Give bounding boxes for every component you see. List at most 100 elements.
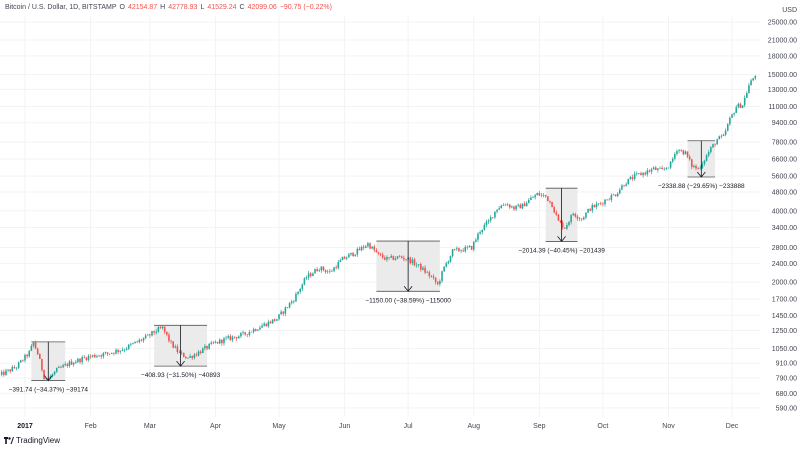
candle-body (96, 356, 98, 358)
candle-body (635, 173, 638, 174)
candle-body (32, 342, 35, 346)
candle-body (83, 357, 86, 358)
candle-body (540, 194, 543, 196)
candle-body (155, 331, 158, 333)
tradingview-name: TradingView (16, 436, 61, 445)
candle-body (244, 332, 246, 335)
low-value: 41529.24 (207, 4, 237, 11)
candle-body (210, 342, 213, 344)
candle-body (515, 205, 517, 210)
candle-body (381, 254, 384, 258)
candle-body (197, 351, 200, 356)
candle-body (212, 342, 215, 344)
time-axis[interactable]: 2017 Feb Mar Apr May Jun Jul Aug Sep Oct Nov Dec (17, 423, 739, 430)
candle-body (369, 243, 371, 249)
candle-body (614, 194, 617, 197)
candle-body (443, 266, 445, 272)
time-tick-label: Apr (210, 423, 222, 430)
candle-body (3, 371, 5, 375)
time-tick-label: Jun (339, 423, 350, 430)
candle-body (142, 338, 145, 341)
price-tick-label: 1450.00 (772, 313, 797, 320)
candle-body (320, 266, 323, 271)
candle-body (722, 134, 725, 136)
candle-body (661, 167, 663, 170)
candle-body (318, 270, 321, 272)
price-axis[interactable]: 590.00 680.00 790.00 910.00 1050.00 1250.00 14… (768, 7, 797, 412)
candle-body (439, 280, 441, 285)
candle-body (561, 222, 564, 228)
symbol-title[interactable]: Bitcoin / U.S. Dollar, 1D, BITSTAMP (5, 4, 117, 11)
candle-body (432, 276, 435, 278)
candle-body (536, 192, 539, 196)
candle-body (720, 135, 723, 137)
candle-body (724, 130, 727, 135)
candle-body (498, 208, 500, 210)
candle-body (585, 212, 587, 218)
candle-body (466, 246, 469, 248)
candle-body (631, 177, 634, 179)
candle-body (70, 361, 73, 365)
price-tick-label: 15000.00 (768, 72, 797, 79)
candle-body (690, 159, 693, 167)
candle-body (140, 339, 143, 341)
candle-body (343, 256, 346, 259)
candle-body (424, 267, 426, 273)
candle-body (413, 259, 416, 266)
candle-body (312, 273, 314, 276)
candle-body (752, 78, 754, 81)
candle-body (563, 227, 566, 229)
candle-body (726, 124, 729, 131)
candle-body (555, 212, 558, 215)
candle-body (282, 311, 285, 314)
candle-body (89, 355, 92, 357)
candle-body (712, 144, 714, 148)
candle-body (204, 346, 206, 349)
candle-body (341, 256, 344, 261)
candle-body (595, 203, 598, 208)
tradingview-branding[interactable]: TradingView (4, 436, 60, 445)
candle-body (699, 167, 702, 169)
candle-body (583, 217, 585, 220)
candle-body (405, 259, 407, 260)
candle-body (420, 264, 422, 270)
drawdown-labels: −391.74 (−34.37%) −39174 −408.93 (−31.50%… (9, 183, 745, 393)
candle-body (94, 355, 96, 358)
candle-body (430, 276, 433, 277)
candle-body (646, 170, 649, 175)
price-tick-label: 9400.00 (772, 120, 797, 127)
candle-body (324, 270, 327, 273)
candle-body (68, 361, 71, 367)
candle-body (180, 352, 183, 354)
candle-body (678, 150, 680, 152)
candle-body (599, 203, 602, 205)
candle-body (449, 256, 452, 262)
open-label: O (119, 4, 125, 11)
candle-body (705, 155, 708, 161)
price-tick-label: 13000.00 (768, 87, 797, 94)
candle-body (648, 170, 651, 172)
candle-body (517, 204, 520, 206)
chart-grid (0, 16, 760, 417)
candle-body (754, 76, 757, 79)
candle-body (0, 371, 3, 375)
candle-body (377, 252, 380, 254)
candle-body (525, 203, 528, 207)
candle-body (240, 333, 242, 337)
candle-body (331, 271, 333, 272)
candle-body (24, 354, 26, 361)
candle-body (295, 293, 297, 302)
candle-body (671, 158, 674, 162)
candle-body (422, 267, 424, 270)
candle-body (235, 337, 238, 339)
candle-body (352, 252, 354, 256)
candle-body (551, 201, 553, 208)
candle-body (513, 206, 515, 210)
candle-body (316, 269, 318, 272)
candle-body (134, 341, 136, 344)
candle-body (663, 168, 666, 170)
candle-body (136, 341, 138, 343)
candle-body (246, 334, 249, 336)
candle-body (472, 241, 475, 250)
